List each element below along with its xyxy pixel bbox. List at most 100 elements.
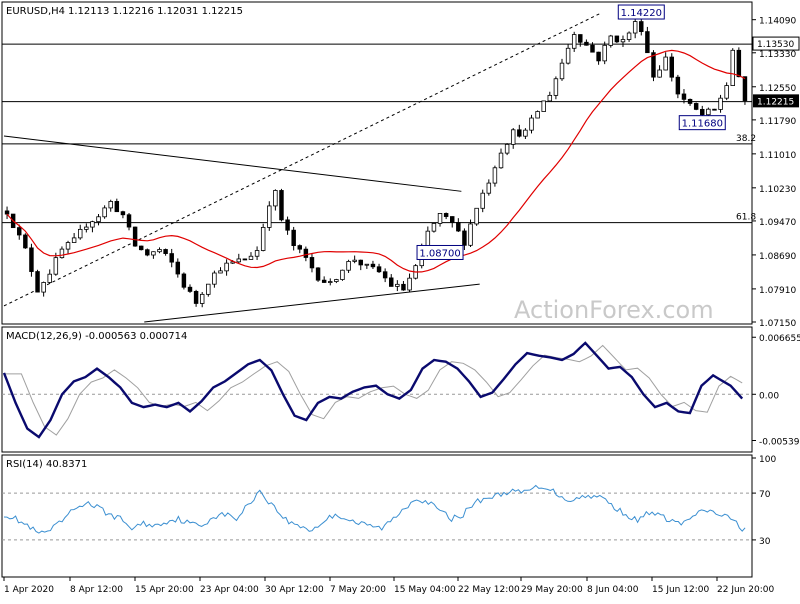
- price-tick-label: 1.11790: [759, 117, 796, 127]
- candle-body: [687, 98, 693, 104]
- candle-body: [328, 281, 333, 283]
- candle-body: [584, 41, 589, 46]
- candle-body: [212, 272, 217, 285]
- candle-body: [303, 248, 309, 258]
- candle-body: [59, 248, 65, 259]
- candle-body: [169, 253, 174, 263]
- candle-body: [120, 211, 126, 216]
- symbol-label: EURUSD,H4: [6, 6, 65, 17]
- candle-body: [578, 34, 583, 43]
- candle-body: [523, 129, 528, 137]
- candle-body: [321, 279, 327, 283]
- candle-body: [29, 247, 34, 272]
- candle-body: [132, 226, 138, 247]
- candle-body: [736, 49, 742, 78]
- price-annotations: 1.14220 1.11680 1.08700: [416, 4, 726, 260]
- candle-body: [718, 97, 723, 110]
- candle-body: [181, 273, 187, 288]
- candle-body: [608, 35, 614, 46]
- candle-body: [248, 255, 254, 260]
- candle-body: [364, 263, 370, 266]
- candle-body: [254, 250, 260, 257]
- time-tick-label: 29 May 20:00: [521, 585, 583, 595]
- ohlc-label: 1.12113 1.12216 1.12031 1.12215: [68, 6, 243, 17]
- time-tick-label: 23 Apr 04:00: [200, 585, 259, 595]
- candle-body: [675, 76, 681, 95]
- price-annotation-box: [617, 4, 665, 20]
- fib-label: 38.2: [736, 134, 756, 144]
- candle-body: [199, 293, 205, 304]
- candle-body: [712, 108, 717, 111]
- candle-body: [492, 167, 498, 184]
- time-tick-label: 15 Jun 12:00: [652, 585, 709, 595]
- candle-body: [4, 210, 10, 215]
- candle-body: [645, 31, 650, 54]
- candle-body: [279, 190, 284, 221]
- price-tick-label: 1.14090: [759, 17, 796, 27]
- time-tick-label: 7 May 20:00: [330, 585, 386, 595]
- candle-body: [260, 227, 266, 251]
- price-tick-label: 1.12550: [759, 84, 796, 94]
- candle-body: [498, 152, 504, 169]
- candle-body: [529, 117, 534, 131]
- rsi-tick-label: 70: [759, 490, 771, 500]
- candle-body: [315, 267, 321, 281]
- candle-body: [693, 103, 699, 110]
- candle-body: [663, 56, 668, 71]
- candle-body: [346, 261, 351, 271]
- candle-body: [151, 251, 156, 256]
- candle-body: [242, 258, 248, 261]
- candle-body: [626, 32, 632, 40]
- candle-body: [462, 230, 467, 246]
- candle-body: [474, 207, 479, 225]
- time-tick-label: 15 May 04:00: [394, 585, 456, 595]
- candle-body: [370, 263, 376, 268]
- candle-body: [334, 279, 339, 282]
- candle-body: [340, 269, 345, 280]
- candle-body: [504, 143, 510, 154]
- candle-body: [297, 245, 302, 250]
- candle-body: [443, 213, 449, 217]
- candle-body: [41, 282, 46, 293]
- price-panel[interactable]: [1, 1, 753, 325]
- candle-body: [449, 216, 455, 223]
- candle-body: [157, 249, 162, 253]
- macd-main-line: [2, 341, 744, 439]
- candle-body: [571, 34, 577, 49]
- candle-body: [468, 223, 473, 246]
- macd-title: MACD(12,26,9) -0.000563 0.000714: [6, 331, 187, 342]
- candle-body: [291, 229, 296, 246]
- candle-body: [285, 219, 290, 231]
- candle-body: [437, 213, 443, 224]
- rsi-panel[interactable]: [1, 454, 753, 578]
- candle-body: [480, 192, 485, 209]
- candle-body: [401, 283, 406, 291]
- time-tick-label: 1 Apr 2020: [4, 585, 54, 595]
- candle-body: [632, 21, 638, 34]
- candle-body: [639, 21, 644, 33]
- candle-body: [596, 51, 601, 62]
- candle-body: [187, 286, 193, 292]
- candle-body: [651, 52, 656, 78]
- candle-body: [590, 44, 595, 53]
- price-tick-label: 1.10230: [759, 185, 796, 195]
- macd-tick-label: 0.006655: [759, 334, 800, 344]
- candle-body: [700, 108, 705, 116]
- price-annotation-label: 1.11680: [682, 119, 723, 130]
- candle-body: [407, 277, 412, 291]
- candle-body: [352, 259, 357, 262]
- candle-body: [376, 266, 382, 273]
- trendline: [3, 12, 602, 307]
- macd-tick-label: 0.00: [759, 391, 779, 401]
- candle-body: [218, 270, 223, 274]
- candle-body: [395, 283, 400, 287]
- time-tick-label: 8 Jun 04:00: [587, 585, 639, 595]
- candle-body: [236, 258, 242, 263]
- candle-body: [267, 205, 272, 228]
- candle-body: [65, 242, 71, 250]
- candle-body: [273, 190, 278, 207]
- candle-body: [102, 207, 107, 218]
- candle-body: [456, 222, 461, 232]
